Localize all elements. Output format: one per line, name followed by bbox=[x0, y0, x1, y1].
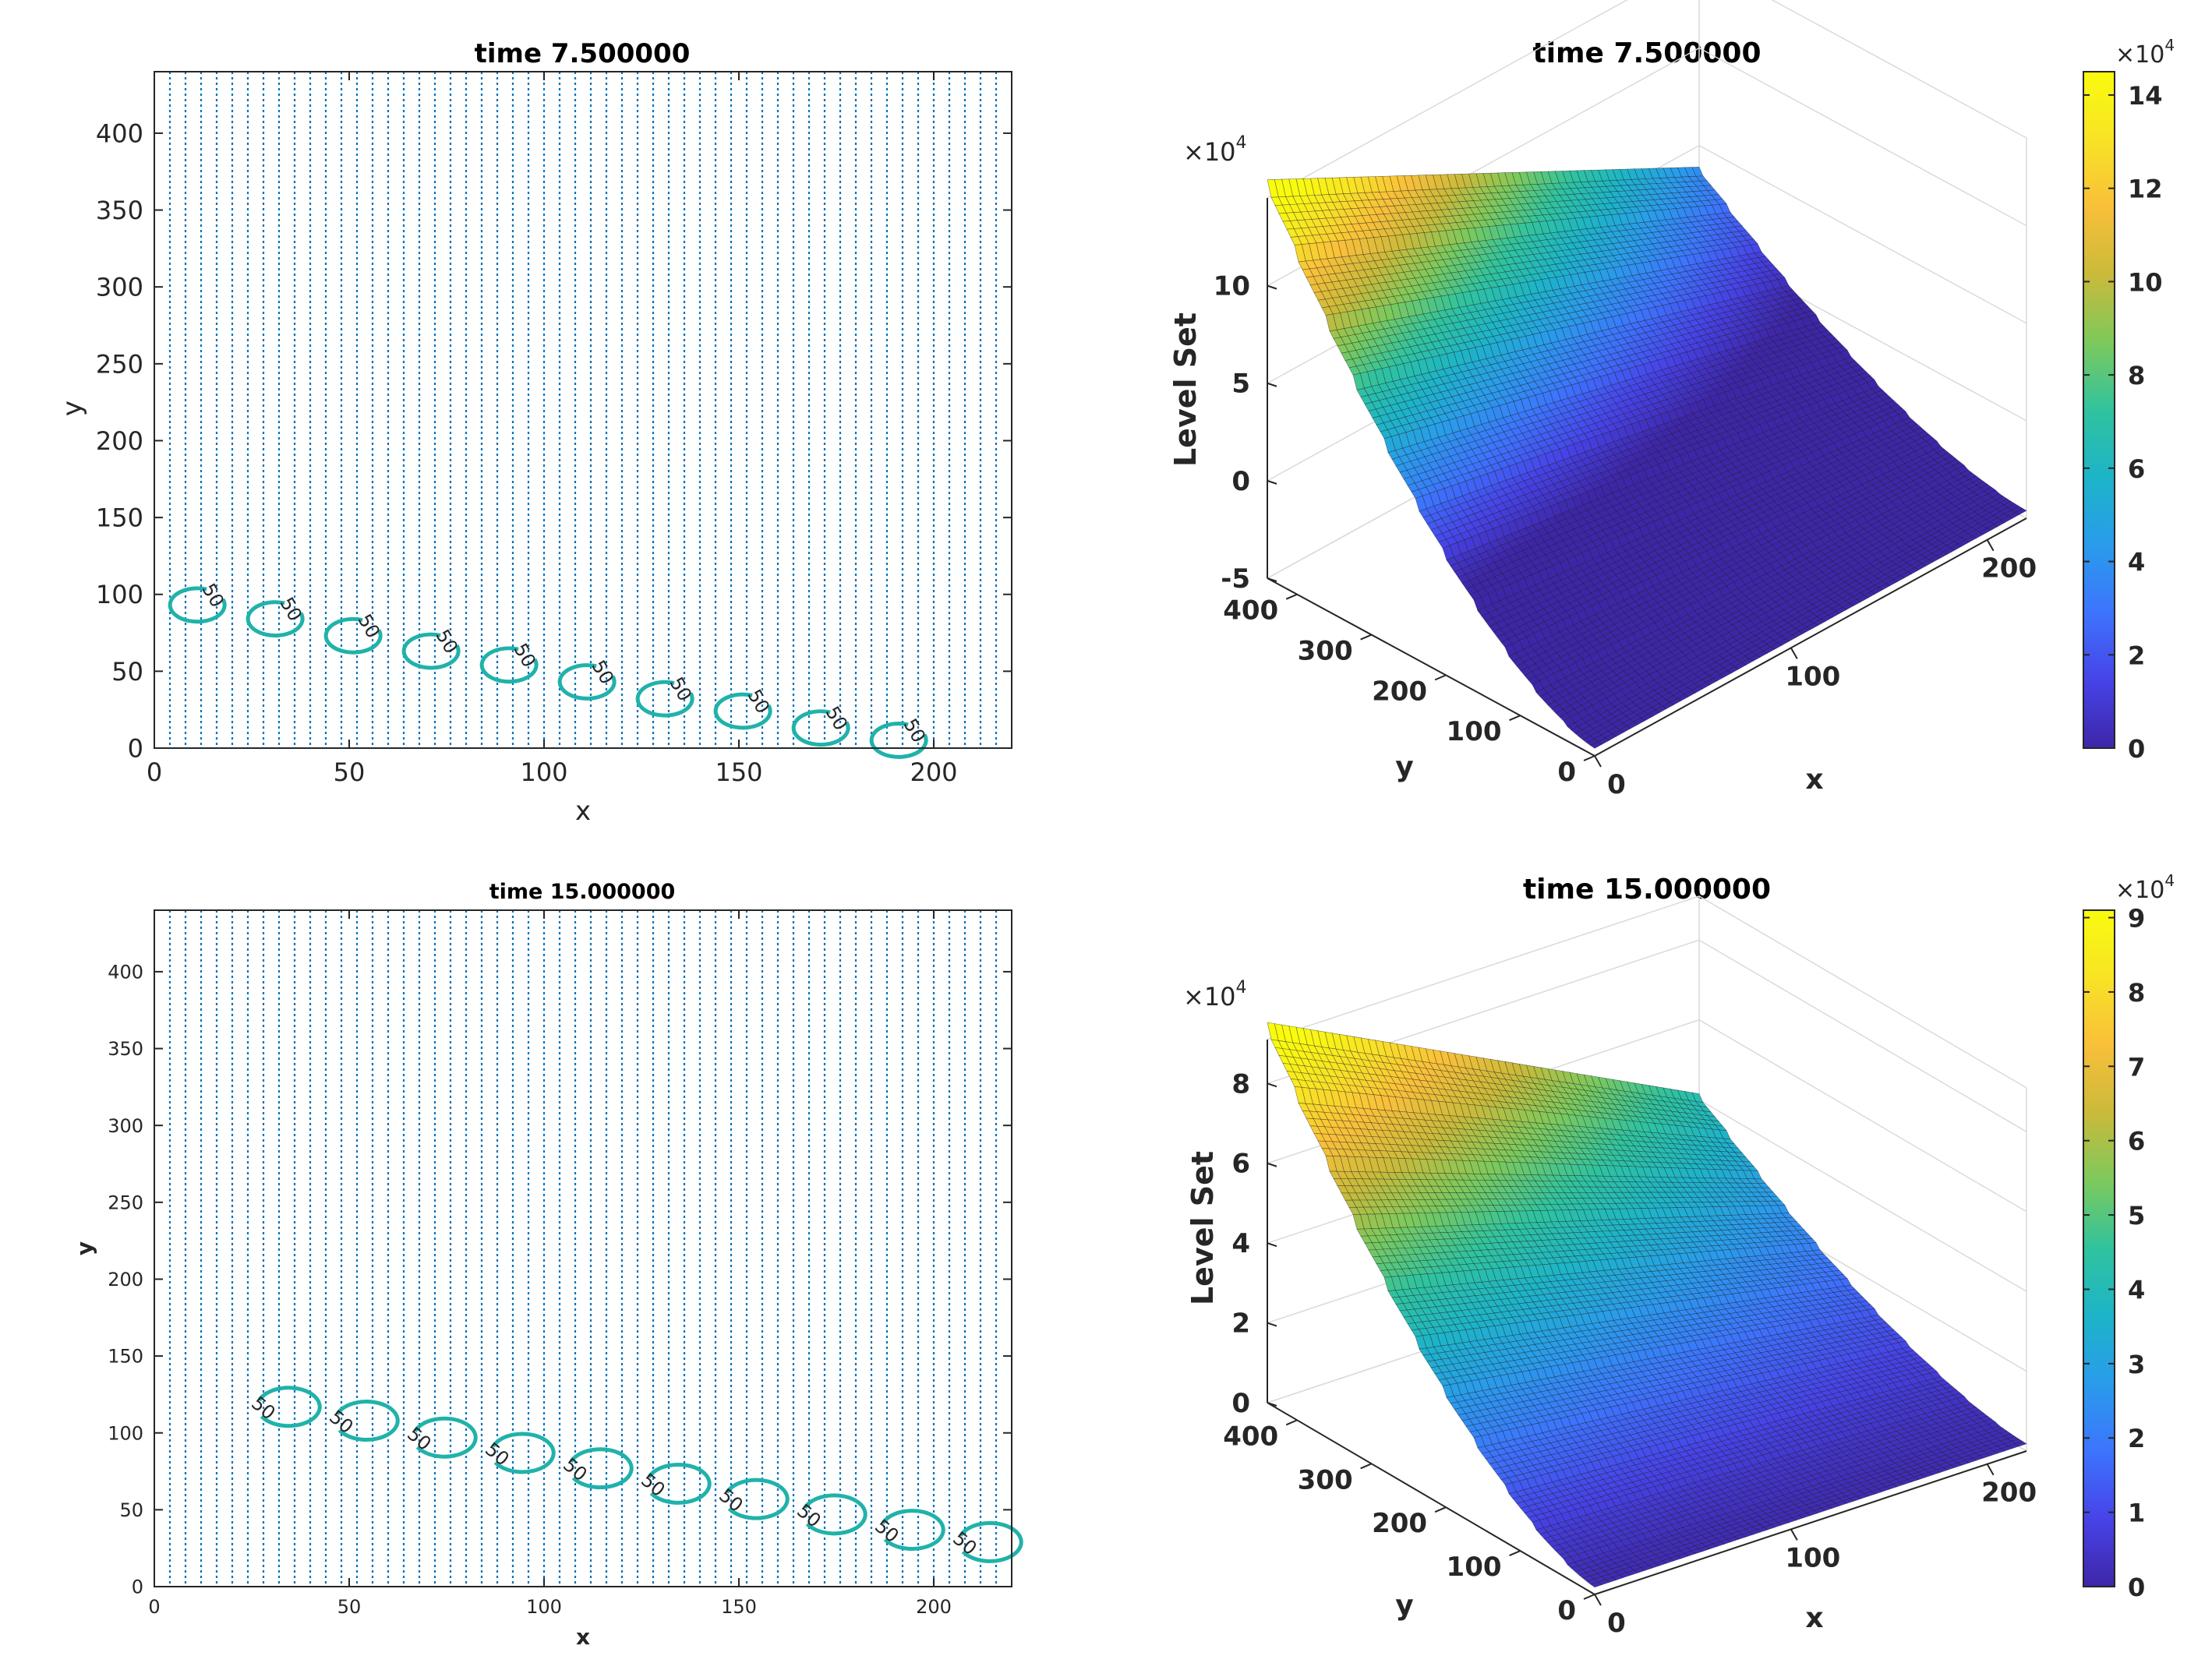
axes-box bbox=[154, 71, 1012, 749]
y-tick-label: 400 bbox=[96, 118, 143, 148]
y-tick-label: 250 bbox=[96, 349, 143, 379]
y-tick-label: 300 bbox=[108, 1115, 143, 1137]
contour-circle bbox=[791, 709, 850, 747]
contour-circle bbox=[491, 1432, 556, 1474]
contour-level-label: 50 bbox=[871, 1515, 903, 1547]
contour-circle bbox=[713, 692, 772, 730]
y-axis-line bbox=[1267, 577, 1595, 757]
y-tick-label: 100 bbox=[108, 1422, 143, 1444]
y-tick-label: 200 bbox=[96, 426, 143, 456]
dotted-grid-lines bbox=[168, 72, 998, 748]
y-tick-label: 50 bbox=[111, 657, 143, 687]
y-tick-label: 350 bbox=[96, 196, 143, 225]
x-tick-label: 100 bbox=[526, 1596, 562, 1618]
contour-level-label: 50 bbox=[325, 1406, 357, 1438]
x-tick-labels: 0 50 100 150 200 bbox=[148, 910, 952, 1618]
contour-level-label: 50 bbox=[481, 1439, 513, 1471]
y-tick-labels: 0 50 100 150 200 250 300 350 400 bbox=[96, 118, 1012, 764]
contour-circle bbox=[557, 663, 617, 701]
contour-circle bbox=[246, 600, 305, 638]
contour-circle bbox=[635, 680, 694, 718]
contour-level-label: 50 bbox=[247, 1392, 279, 1424]
y-tick-label: 400 bbox=[108, 962, 143, 983]
y-tick-label: 300 bbox=[96, 273, 143, 302]
y-tick-label: 0 bbox=[132, 1576, 143, 1598]
y-tick-labels: 0 50 100 150 200 250 300 350 400 bbox=[108, 962, 1012, 1598]
y-tick-label: 350 bbox=[108, 1038, 143, 1060]
y-tick-label: 0 bbox=[128, 734, 143, 764]
axes-box bbox=[154, 909, 1012, 1587]
contour-circle bbox=[569, 1447, 634, 1490]
x-axis-line bbox=[1594, 517, 2027, 757]
x-tick-labels: 0 50 100 150 200 bbox=[147, 72, 958, 787]
x-tick-label: 0 bbox=[147, 757, 162, 787]
x-axis-label: x bbox=[576, 1624, 590, 1650]
y-axis-label: y bbox=[57, 401, 88, 416]
x-tick-label: 200 bbox=[916, 1596, 952, 1618]
dotted-grid-lines bbox=[168, 910, 998, 1587]
y-tick-label: 200 bbox=[108, 1269, 143, 1291]
chart-title: time 7.500000 bbox=[475, 38, 691, 69]
y-tick-label: 150 bbox=[96, 503, 143, 533]
contour-circle bbox=[647, 1462, 712, 1505]
chart-title: time 7.500000 bbox=[1532, 37, 1761, 69]
contour-circle bbox=[257, 1386, 322, 1428]
contour-circles: 50 50 50 50 50 50 50 50 50 50 bbox=[247, 1386, 1023, 1563]
contour-level-label: 50 bbox=[637, 1469, 669, 1501]
contour-plot-time-15: time 15.000000 50 50 50 50 50 50 50 50 50 50 0 50 1… bbox=[72, 880, 1023, 1650]
x-axis-label: x bbox=[575, 796, 591, 827]
contour-level-label: 50 bbox=[715, 1485, 747, 1516]
x-tick-label: 0 bbox=[148, 1596, 160, 1618]
y-tick-label: 100 bbox=[96, 580, 143, 609]
contour-level-label: 50 bbox=[793, 1500, 825, 1532]
contour-circle bbox=[335, 1400, 400, 1442]
contour-circle bbox=[168, 586, 227, 624]
grid-line bbox=[1267, 0, 2027, 199]
y-tick-label: 150 bbox=[108, 1346, 143, 1368]
x-tick-label: 100 bbox=[520, 757, 567, 787]
chart-title: time 15.000000 bbox=[489, 880, 676, 904]
contour-circle bbox=[725, 1478, 790, 1520]
contour-circle bbox=[479, 646, 539, 684]
y-tick-label: 250 bbox=[108, 1192, 143, 1213]
contour-circle bbox=[803, 1493, 867, 1536]
x-tick-label: 150 bbox=[715, 757, 762, 787]
contour-circle bbox=[401, 632, 461, 670]
contour-level-label: 50 bbox=[403, 1423, 435, 1455]
x-tick-label: 150 bbox=[721, 1596, 757, 1618]
contour-level-label: 50 bbox=[559, 1453, 591, 1485]
contour-circle bbox=[959, 1520, 1023, 1563]
y-axis-label: y bbox=[72, 1241, 97, 1255]
x-tick-label: 200 bbox=[910, 757, 957, 787]
contour-level-label: 50 bbox=[949, 1527, 981, 1559]
surface-mesh bbox=[1267, 166, 2027, 749]
x-tick-label: 50 bbox=[337, 1596, 362, 1618]
y-tick-label: 50 bbox=[119, 1499, 143, 1521]
contour-circle bbox=[323, 616, 383, 655]
contour-circle bbox=[881, 1509, 945, 1552]
x-tick-label: 50 bbox=[334, 757, 366, 787]
contour-circle bbox=[413, 1416, 478, 1459]
